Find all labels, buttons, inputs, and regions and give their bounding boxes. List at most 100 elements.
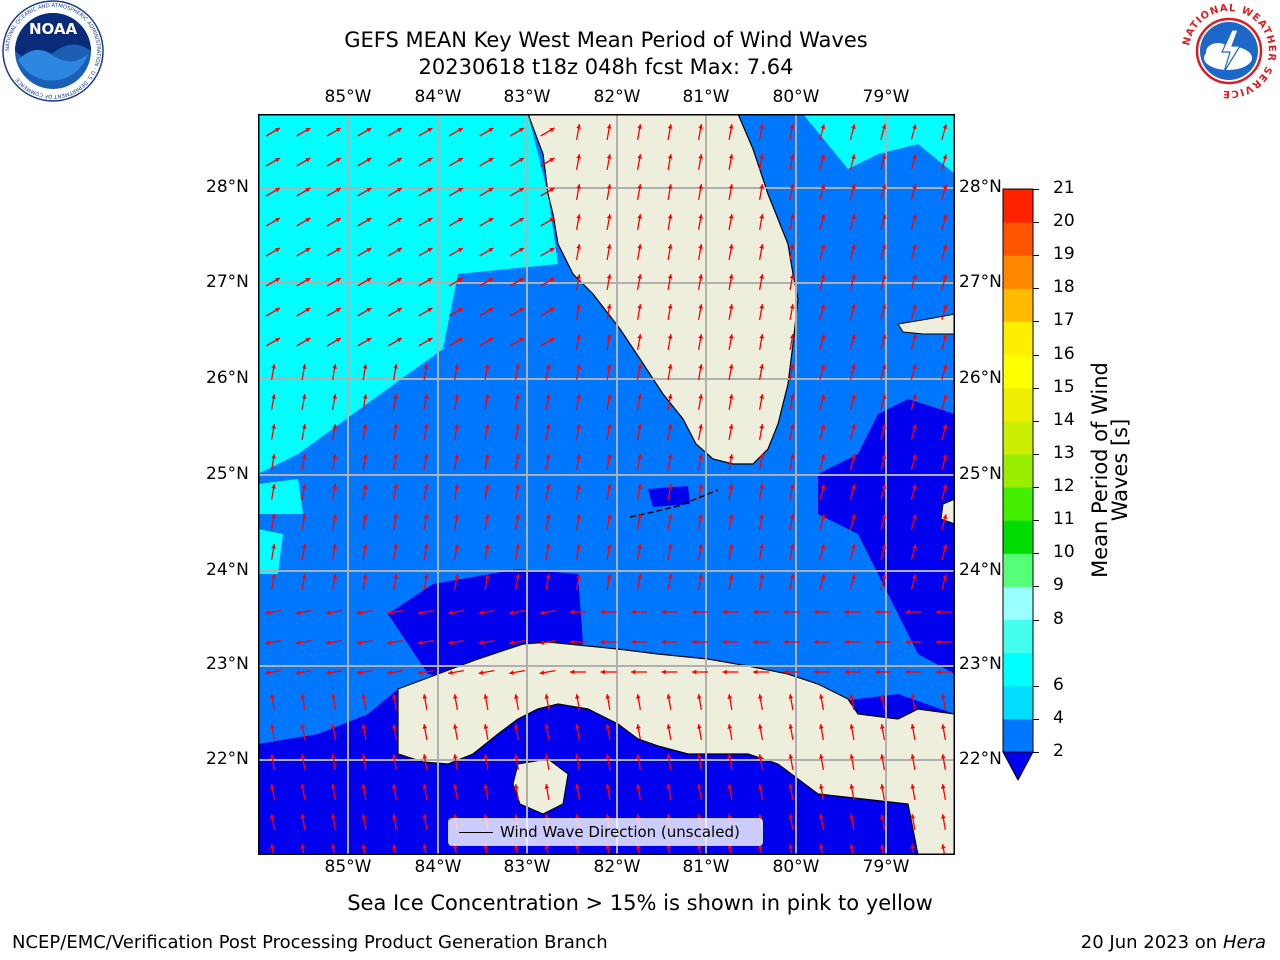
wind-wave-arrow-head [789,184,795,189]
wind-wave-arrow-head [575,754,580,759]
wind-wave-arrow-head [518,248,524,253]
wind-wave-arrow-head [600,669,605,675]
wind-wave-arrow-head [941,814,946,819]
florida-keys [629,489,719,518]
wind-wave-arrow-head [698,154,703,159]
wind-wave-arrow-head [697,814,702,819]
wind-wave-arrow-head [274,188,280,193]
wind-wave-arrow-head [515,514,520,519]
wind-wave-arrow-head [820,484,826,490]
wind-wave-arrow-head [393,514,398,519]
colorbar-tick-label: 17 [1053,310,1075,331]
wind-wave-arrow-head [265,670,270,675]
wind-wave-arrow-head [880,844,885,849]
wind-wave-arrow-head [606,124,612,129]
wind-wave-arrow-head [423,484,429,489]
wind-wave-arrow-head [875,669,880,675]
wind-wave-arrow-head [301,424,307,429]
wind-wave-arrow-head [851,184,856,190]
wind-wave-arrow-head [698,484,703,489]
lon-tick-label-top: 79°W [862,87,910,107]
wind-wave-arrow-head [697,844,702,849]
wind-wave-arrow-head [427,308,433,313]
wind-wave-arrow-head [820,454,826,460]
wind-wave-arrow-head [576,334,581,339]
wind-wave-arrow-head [549,248,555,253]
wind-wave-arrow-head [942,394,948,400]
wind-wave-arrow-head [636,754,641,759]
wind-wave-arrow-head [692,609,697,615]
wind-wave-arrow-head [274,218,280,223]
wind-wave-arrow-head [575,844,580,849]
wind-wave-arrow-head [819,814,824,819]
wind-wave-arrow-head [488,188,494,193]
wind-wave-arrow-head [539,640,545,645]
wind-wave-arrow-head [881,484,887,490]
wind-wave-arrow-head [271,484,276,489]
wind-wave-arrow-head [942,274,948,280]
wind-wave-arrow-head [783,669,788,675]
wind-wave-arrow-head [515,364,520,369]
colorbar-tick-label: 2 [1053,741,1064,761]
wind-wave-arrow-head [271,454,276,459]
wind-wave-arrow-head [636,694,641,699]
wind-wave-arrow-head [759,424,764,429]
wind-wave-arrow-head [727,724,733,729]
wind-wave-arrow-head [759,334,764,339]
wind-wave-arrow-head [576,184,581,189]
wind-wave-arrow-head [331,814,336,819]
wind-wave-arrow-head [326,610,331,615]
wind-wave-arrow-head [912,544,917,550]
colorbar-tick-mark [1033,752,1039,753]
wind-wave-arrow-head [789,484,795,489]
wind-wave-arrow-head [270,784,275,789]
wind-wave-arrow-head [606,514,612,519]
wind-wave-arrow-head [366,248,372,253]
wind-wave-arrow-head [851,394,856,400]
wind-wave-arrow-head [392,754,397,759]
wind-wave-arrow-head [570,639,575,645]
wind-wave-arrow-head [514,754,519,759]
wind-wave-arrow-head [270,844,275,849]
wind-wave-arrow-head [698,124,703,129]
wind-wave-arrow-head [539,610,545,615]
wind-wave-arrow-head [936,669,941,675]
lon-tick-label-top: 84°W [414,87,462,107]
colorbar-tick-label: 12 [1053,476,1075,497]
wind-wave-arrow-head [851,154,856,160]
wind-wave-arrow-head [427,278,433,283]
wind-wave-arrow-head [727,784,733,789]
wind-wave-arrow-head [606,364,612,369]
wind-wave-arrow-head [758,844,763,849]
colorbar-tick-mark [1033,520,1039,522]
wind-wave-arrow-head [666,694,672,699]
wind-wave-arrow-head [515,394,520,399]
wind-wave-arrow-head [484,484,490,489]
wind-wave-arrow-head [518,128,524,133]
wind-wave-arrow-head [606,214,612,219]
wind-wave-arrow-head [274,308,280,313]
wind-wave-arrow-head [881,574,887,580]
wind-wave-arrow-head [820,394,826,400]
wind-wave-arrow-head [393,574,398,579]
wind-wave-arrow-head [820,244,826,250]
colorbar-band [1003,487,1033,521]
wind-wave-arrow-head [422,724,428,729]
wind-wave-arrow-head [789,154,795,159]
wind-wave-arrow-head [423,454,429,459]
wind-wave-arrow-head [387,640,392,645]
wind-wave-arrow-head [631,669,636,675]
colorbar-tick-label: 20 [1053,211,1075,232]
wind-wave-arrow-head [727,814,733,819]
wind-wave-arrow-head [453,724,458,729]
wind-wave-arrow-head [545,364,551,369]
wind-wave-arrow-head [305,128,311,133]
wind-wave-arrow-head [880,784,885,789]
lat-tick-label-left: 25°N [206,464,249,484]
wind-wave-arrow-head [881,184,887,190]
wind-wave-arrow-head [606,484,612,489]
wind-wave-arrow-head [849,694,855,699]
lon-tick-label-top: 80°W [772,87,820,107]
wind-wave-arrow-head [667,274,673,279]
wind-wave-arrow-head [819,694,824,699]
